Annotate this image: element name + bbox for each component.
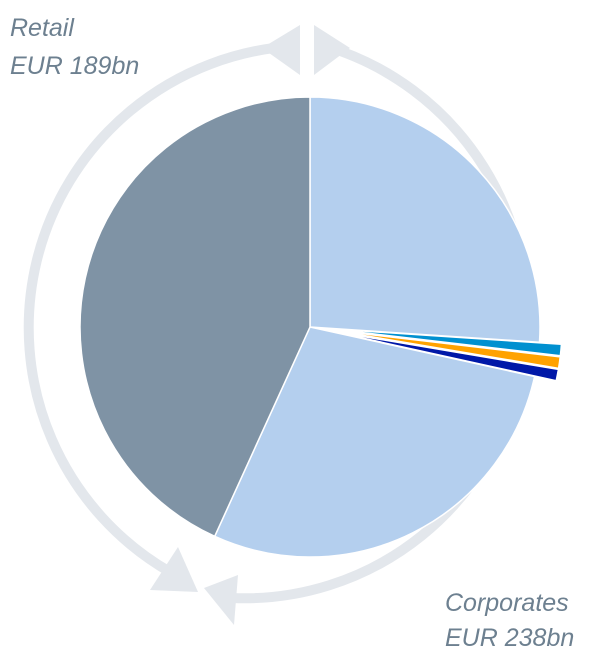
- ring-arc: [23, 41, 297, 577]
- ring-arrows: [150, 25, 350, 625]
- arrow-head: [150, 547, 198, 592]
- arrow-head: [262, 25, 300, 75]
- pie-slice: [331, 328, 563, 357]
- arrow-head: [314, 25, 350, 75]
- pie-slice: [309, 96, 541, 344]
- pie-slice: [331, 329, 561, 370]
- annotation: EUR 238bn: [445, 624, 574, 651]
- annotation: Corporates: [445, 589, 569, 617]
- pie: [79, 96, 563, 558]
- pie-slice: [79, 96, 311, 538]
- annotation: Retail: [10, 14, 75, 42]
- pie-slice: [213, 326, 536, 558]
- arrow-head: [204, 575, 238, 625]
- annotation: EUR 189bn: [10, 52, 139, 80]
